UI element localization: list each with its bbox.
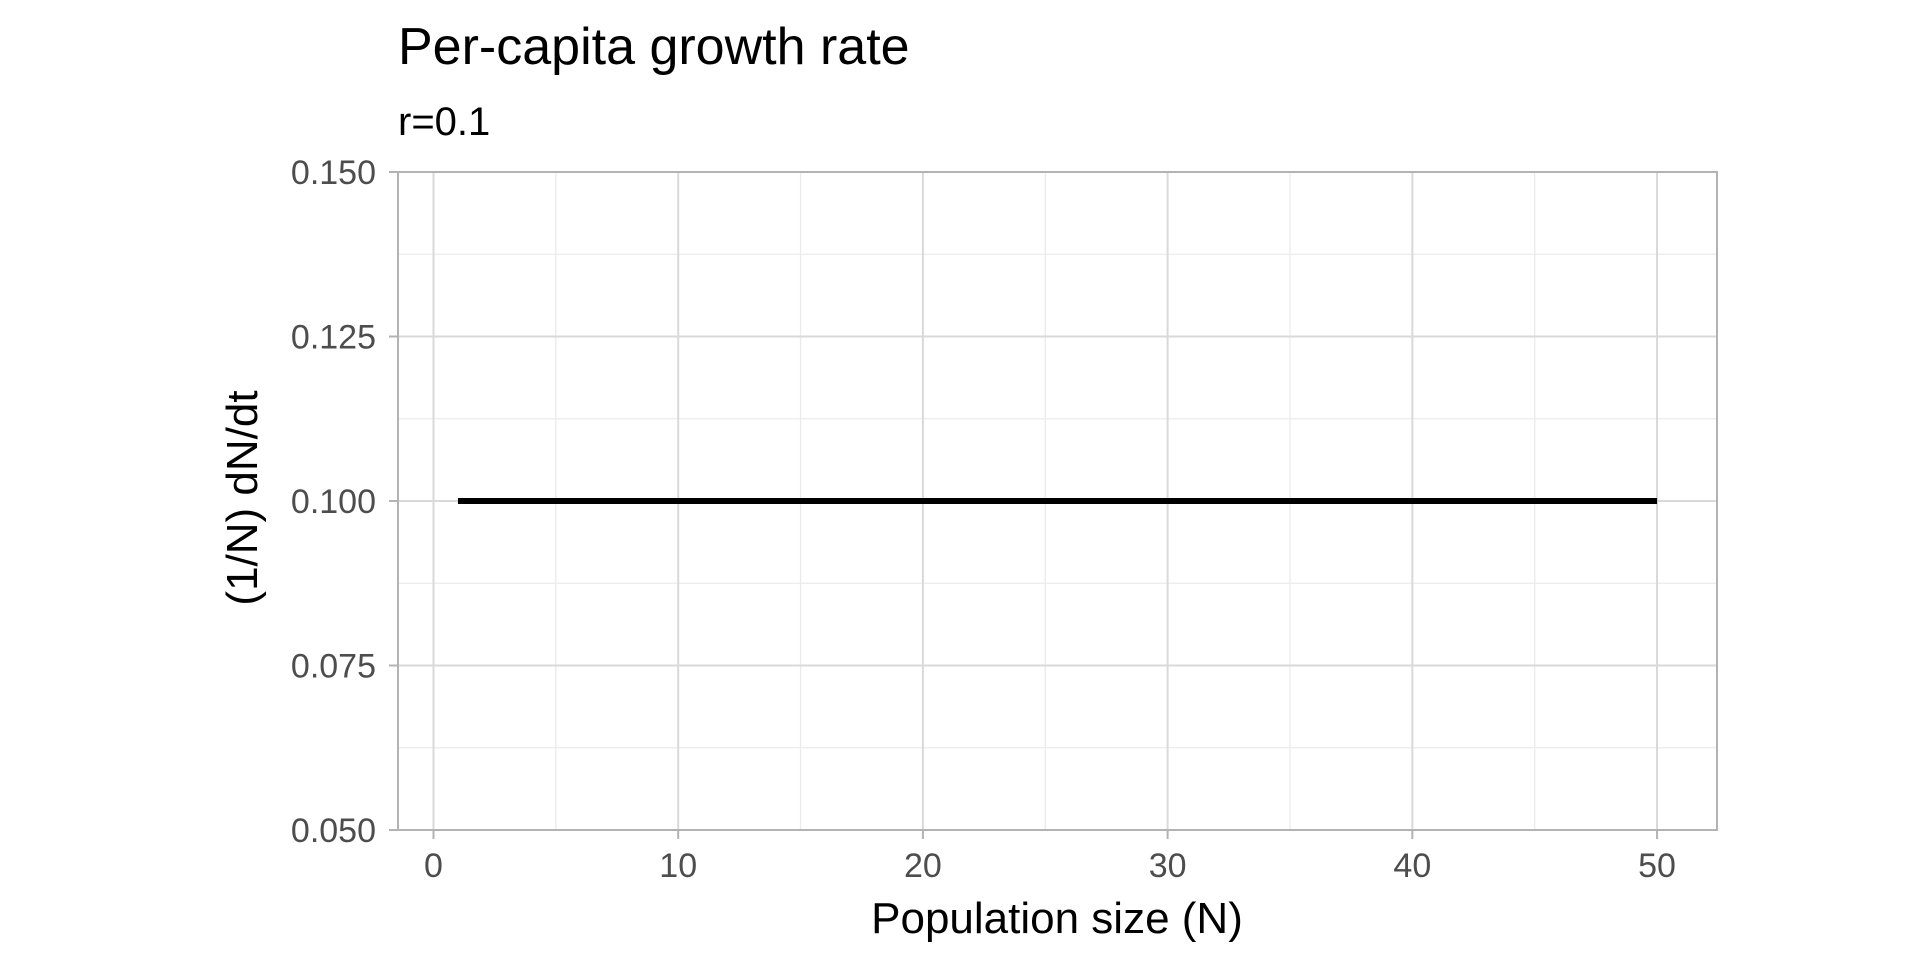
y-tick-label: 0.150 (291, 154, 376, 192)
x-tick-label: 30 (1149, 847, 1187, 885)
y-tick-label: 0.100 (291, 483, 376, 521)
y-tick-label: 0.075 (291, 648, 376, 686)
y-tick-label: 0.050 (291, 812, 376, 850)
tick-labels: 0 10 20 30 40 50 0.050 0.075 0.100 0.125 0.150 (291, 154, 1676, 885)
x-tick-label: 40 (1393, 847, 1431, 885)
x-tick-label: 20 (904, 847, 942, 885)
axis-ticks (389, 171, 1659, 839)
chart-subtitle: r=0.1 (398, 100, 490, 144)
x-tick-label: 10 (659, 847, 697, 885)
x-tick-label: 50 (1638, 847, 1676, 885)
y-axis-label: (1/N) dN/dt (218, 390, 267, 605)
x-axis-label: Population size (N) (871, 894, 1243, 943)
chart-title: Per-capita growth rate (398, 18, 910, 76)
y-tick-label: 0.125 (291, 319, 376, 357)
x-tick-label: 0 (424, 847, 443, 885)
